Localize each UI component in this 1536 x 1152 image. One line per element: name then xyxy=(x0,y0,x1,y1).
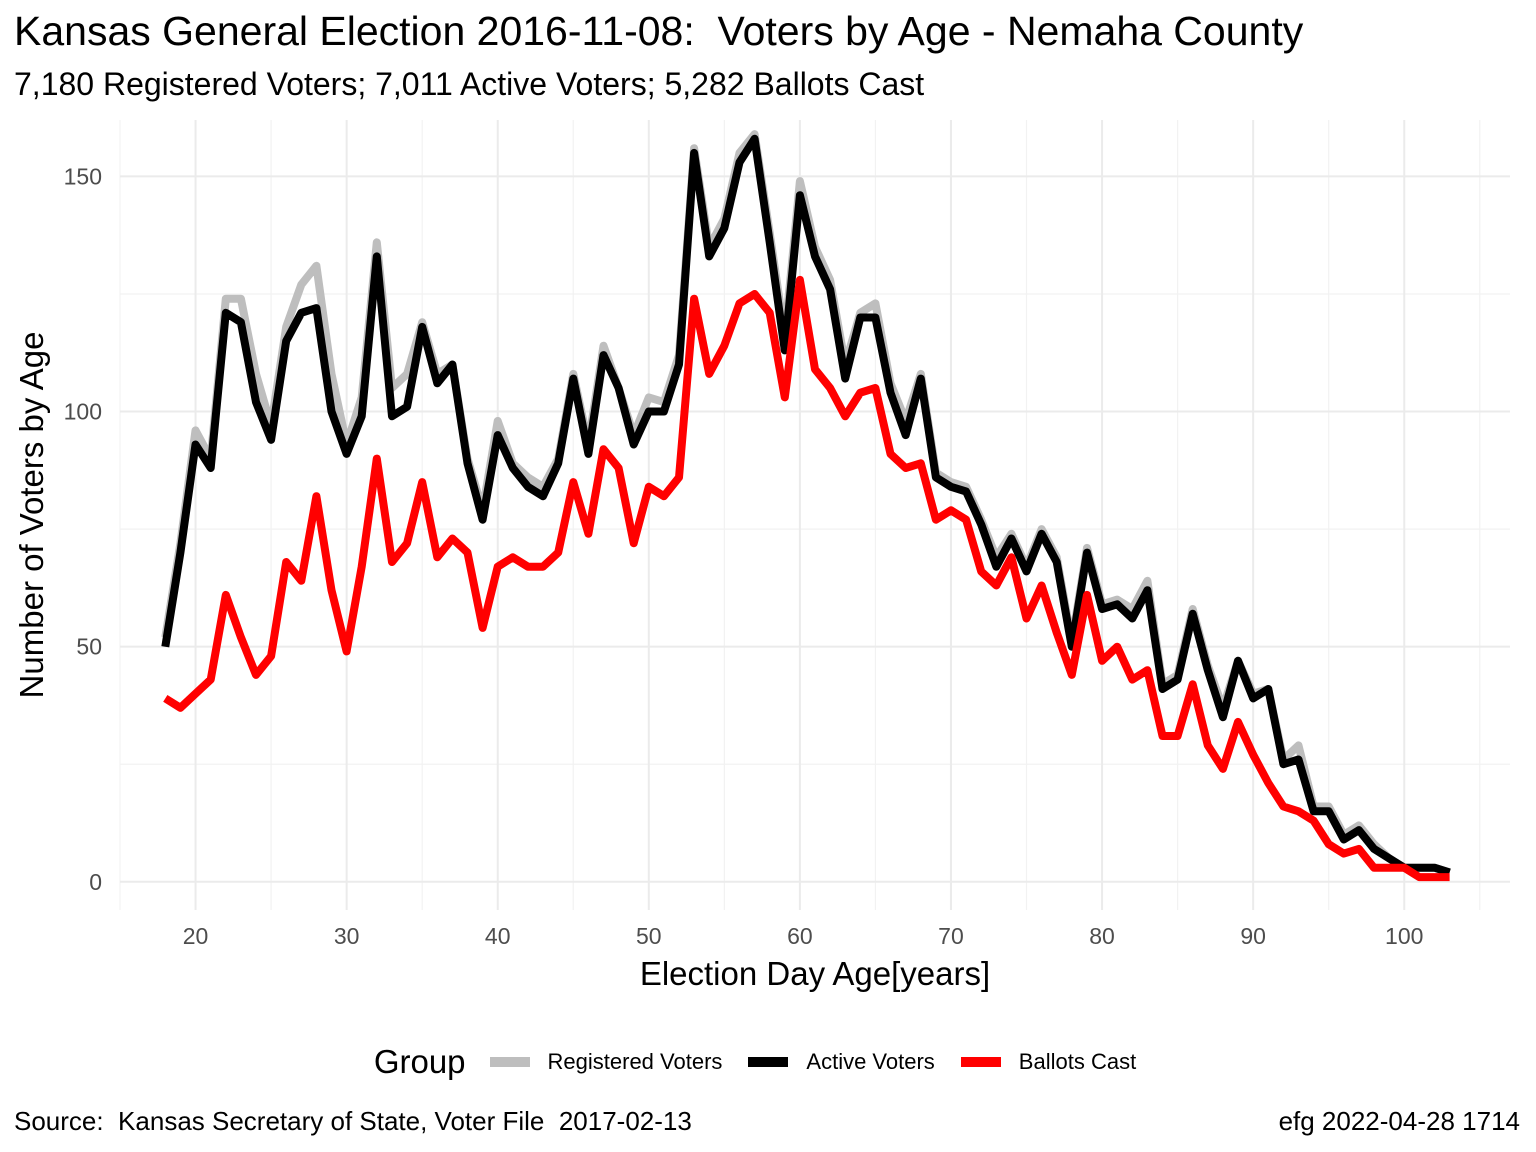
legend-label-active: Active Voters xyxy=(806,1049,935,1074)
legend-key-ballots xyxy=(960,1057,1001,1067)
legend-key-registered xyxy=(489,1057,530,1067)
y-tick-label: 0 xyxy=(89,869,102,895)
series-ballots-cast xyxy=(163,275,1450,882)
x-tick-label: 90 xyxy=(1240,923,1266,949)
chart-subtitle: 7,180 Registered Voters; 7,011 Active Vo… xyxy=(14,66,925,102)
y-tick-label: 150 xyxy=(64,163,102,189)
credit-caption: efg 2022-04-28 1714 xyxy=(1278,1106,1520,1136)
x-tick-label: 70 xyxy=(938,923,964,949)
grid xyxy=(119,120,1510,910)
series-active-voters xyxy=(161,134,1451,877)
legend-label-ballots: Ballots Cast xyxy=(1018,1049,1137,1074)
x-tick-label: 40 xyxy=(485,923,511,949)
x-tick-label: 50 xyxy=(636,923,662,949)
x-tick-label: 20 xyxy=(183,923,209,949)
y-tick-label: 100 xyxy=(64,399,102,425)
x-tick-label: 100 xyxy=(1385,923,1423,949)
x-tick-label: 80 xyxy=(1089,923,1115,949)
y-axis-title: Number of Voters by Age xyxy=(13,332,50,699)
legend: Group Registered Voters Active Voters Ba… xyxy=(0,1040,1536,1084)
legend-label-registered: Registered Voters xyxy=(547,1049,723,1074)
legend-item-ballots: Ballots Cast xyxy=(960,1049,1137,1075)
tick-labels: 20 30 40 50 60 70 80 90 100 0 50 100 150 xyxy=(64,163,1424,949)
legend-item-active: Active Voters xyxy=(748,1049,935,1075)
x-tick-label: 60 xyxy=(787,923,813,949)
x-axis-title: Election Day Age[years] xyxy=(640,955,990,992)
chart-title: Kansas General Election 2016-11-08: Vote… xyxy=(14,8,1304,54)
y-tick-label: 50 xyxy=(76,634,102,660)
x-tick-label: 30 xyxy=(334,923,360,949)
legend-title: Group xyxy=(373,1043,466,1080)
series-lines xyxy=(161,130,1451,882)
source-caption: Source: Kansas Secretary of State, Voter… xyxy=(14,1106,692,1136)
legend-key-active xyxy=(748,1057,789,1067)
legend-item-registered: Registered Voters xyxy=(489,1049,723,1075)
